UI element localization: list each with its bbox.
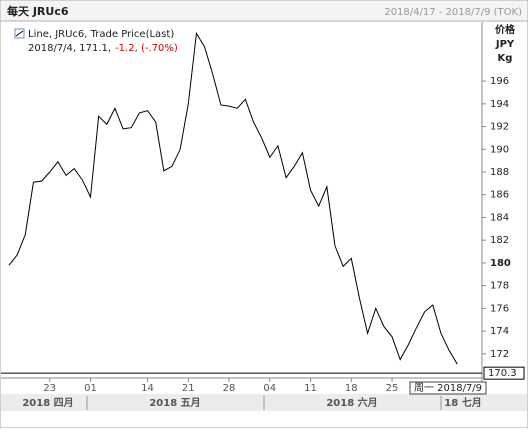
x-tick-label: 04	[263, 383, 276, 394]
y-tick-label: 192	[490, 122, 509, 133]
x-tick-label: 28	[223, 383, 236, 394]
y-tick-label: 182	[490, 235, 509, 246]
x-tick-label: 14	[141, 383, 154, 394]
price-line	[8, 31, 458, 365]
y-tick-label: 174	[490, 326, 509, 337]
x-tick-label: 01	[84, 383, 97, 394]
y-axis-label: 价格	[495, 23, 516, 36]
y-tick-label: 180	[490, 258, 511, 269]
x-tick-label: 25	[386, 383, 399, 394]
x-tick-label: 18	[345, 383, 358, 394]
y-tick-label: 186	[490, 190, 509, 201]
x-tick-label: 23	[43, 383, 56, 394]
last-price-box	[483, 366, 525, 380]
month-label: 18 七月	[444, 396, 481, 409]
y-tick-label: 194	[490, 99, 509, 110]
header	[1, 1, 527, 21]
y-axis-label: JPY	[495, 39, 515, 50]
date-range: 2018/4/17 - 2018/7/9 (TOK)	[384, 7, 522, 18]
month-label: 2018 六月	[326, 396, 377, 409]
x-tick-label: 11	[304, 383, 317, 394]
legend-detail-text: 2018/7/4, 171.1,	[28, 43, 111, 54]
y-axis-label: Kg	[498, 53, 513, 64]
legend-label: Line, JRUc6, Trade Price(Last)	[28, 29, 174, 40]
month-label: 2018 四月	[22, 397, 73, 409]
y-tick-label: 196	[490, 76, 509, 87]
chart-title: 每天 JRUc6	[7, 4, 69, 18]
y-tick-label: 178	[490, 281, 509, 292]
legend-change: -1.2, (-.70%)	[115, 43, 178, 54]
last-price-label: 170.3	[488, 368, 517, 379]
y-tick-label: 172	[490, 349, 509, 360]
month-label: 2018 五月	[149, 397, 200, 409]
plot-area	[1, 22, 482, 377]
y-tick-label: 184	[490, 212, 509, 223]
cursor-label: 周一 2018/7/9	[414, 382, 482, 394]
legend	[12, 25, 187, 56]
y-tick-label: 188	[490, 167, 509, 178]
legend-icon-line	[15, 30, 24, 37]
legend-detail: 2018/7/4, 171.1, -1.2, (-.70%)	[28, 43, 178, 54]
y-tick-label: 190	[490, 144, 509, 155]
x-tick-label: 21	[182, 383, 195, 394]
y-tick-label: 176	[490, 303, 509, 314]
cursor-box	[409, 381, 487, 395]
